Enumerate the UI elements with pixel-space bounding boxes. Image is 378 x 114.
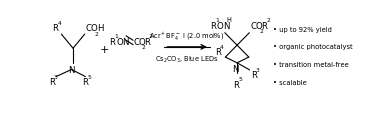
Text: • organic photocatalyst: • organic photocatalyst [273, 44, 352, 50]
Text: 1: 1 [215, 18, 219, 23]
Text: N: N [232, 64, 238, 73]
Text: R: R [49, 78, 55, 87]
Text: 4: 4 [220, 45, 224, 49]
Text: R: R [53, 24, 59, 33]
Text: 3: 3 [54, 74, 57, 79]
Text: N: N [223, 22, 229, 30]
Text: 2: 2 [149, 34, 153, 39]
Text: CO: CO [250, 22, 263, 30]
Text: 4: 4 [58, 21, 62, 26]
Text: 2: 2 [142, 45, 146, 49]
Text: • scalable: • scalable [273, 79, 307, 85]
Text: R: R [251, 71, 257, 80]
Text: O: O [116, 37, 123, 46]
Text: 2: 2 [95, 31, 99, 36]
Text: 2: 2 [266, 18, 270, 23]
Text: O: O [217, 22, 224, 30]
Text: 5: 5 [88, 74, 91, 79]
Text: +: + [100, 45, 109, 55]
Text: R: R [215, 48, 221, 57]
Text: H: H [97, 24, 103, 33]
Text: • up to 92% yield: • up to 92% yield [273, 27, 332, 32]
Text: Cs$_2$CO$_3$, Blue LEDs: Cs$_2$CO$_3$, Blue LEDs [155, 54, 219, 64]
Text: 5: 5 [238, 77, 242, 82]
Text: 3: 3 [256, 67, 260, 72]
Text: CO: CO [85, 24, 98, 33]
Text: R: R [144, 37, 150, 46]
Text: R: R [82, 78, 88, 87]
Text: R: R [261, 22, 267, 30]
Text: CO: CO [133, 37, 146, 46]
Text: 2: 2 [259, 29, 263, 34]
Text: • transition metal-free: • transition metal-free [273, 62, 349, 68]
Text: 1: 1 [114, 34, 118, 39]
Text: R: R [211, 22, 217, 30]
Text: N: N [122, 37, 129, 46]
Text: R: R [109, 37, 115, 46]
Text: N: N [68, 65, 75, 74]
Text: H: H [226, 17, 231, 23]
Text: R: R [233, 80, 239, 89]
Text: Acr$^+$BF$_4^-$ I (2.0 mol%): Acr$^+$BF$_4^-$ I (2.0 mol%) [149, 30, 225, 43]
